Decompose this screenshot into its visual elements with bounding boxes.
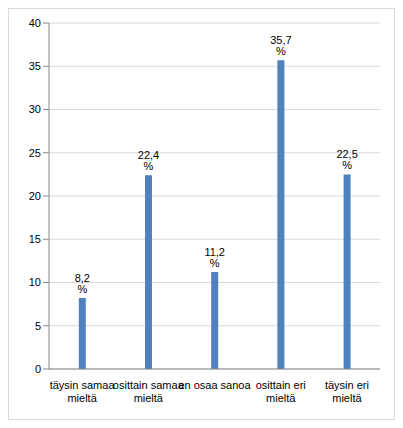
svg-text:20: 20 bbox=[29, 190, 41, 202]
svg-text:40: 40 bbox=[29, 17, 41, 29]
svg-text:5: 5 bbox=[35, 320, 41, 332]
svg-text:0: 0 bbox=[35, 363, 41, 375]
svg-text:22,5%: 22,5% bbox=[336, 148, 357, 171]
svg-text:en osaa sanoa: en osaa sanoa bbox=[178, 379, 251, 391]
svg-text:22,4%: 22,4% bbox=[138, 149, 159, 172]
svg-text:25: 25 bbox=[29, 147, 41, 159]
svg-text:osittain erimieltä: osittain erimieltä bbox=[256, 379, 306, 404]
svg-text:8,2%: 8,2% bbox=[75, 272, 90, 295]
svg-text:15: 15 bbox=[29, 233, 41, 245]
svg-text:11,2%: 11,2% bbox=[204, 246, 225, 269]
svg-text:35: 35 bbox=[29, 60, 41, 72]
svg-text:10: 10 bbox=[29, 276, 41, 288]
svg-text:täysin erimieltä: täysin erimieltä bbox=[325, 379, 369, 404]
svg-text:30: 30 bbox=[29, 103, 41, 115]
svg-text:35,7%: 35,7% bbox=[270, 34, 291, 57]
svg-text:osittain samaamieltä: osittain samaamieltä bbox=[113, 379, 185, 404]
svg-text:täysin samaamieltä: täysin samaamieltä bbox=[50, 379, 116, 404]
